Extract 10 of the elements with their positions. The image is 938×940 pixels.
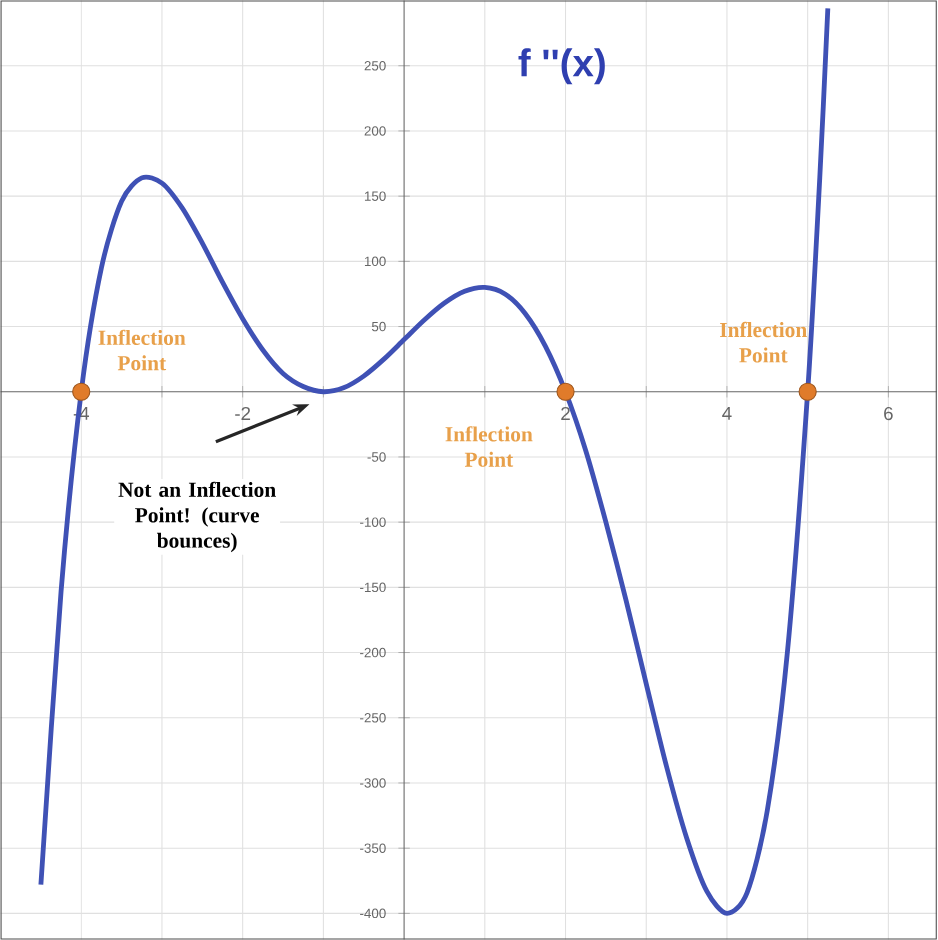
line-series <box>38 5 831 916</box>
text: f ''(x) <box>518 48 606 85</box>
annotation: Not an Inflection Point! (curve bounces) <box>118 481 277 553</box>
x-tick-label: -2 <box>235 406 251 420</box>
annotation: Inflection Point <box>98 329 186 371</box>
x-tick-label: 6 <box>884 406 894 421</box>
x-tick-label: 4 <box>722 406 732 420</box>
annotation: Inflection Point <box>445 426 533 467</box>
annotation: Inflection Point <box>720 321 808 363</box>
x-tick-label: 2 <box>561 406 571 420</box>
